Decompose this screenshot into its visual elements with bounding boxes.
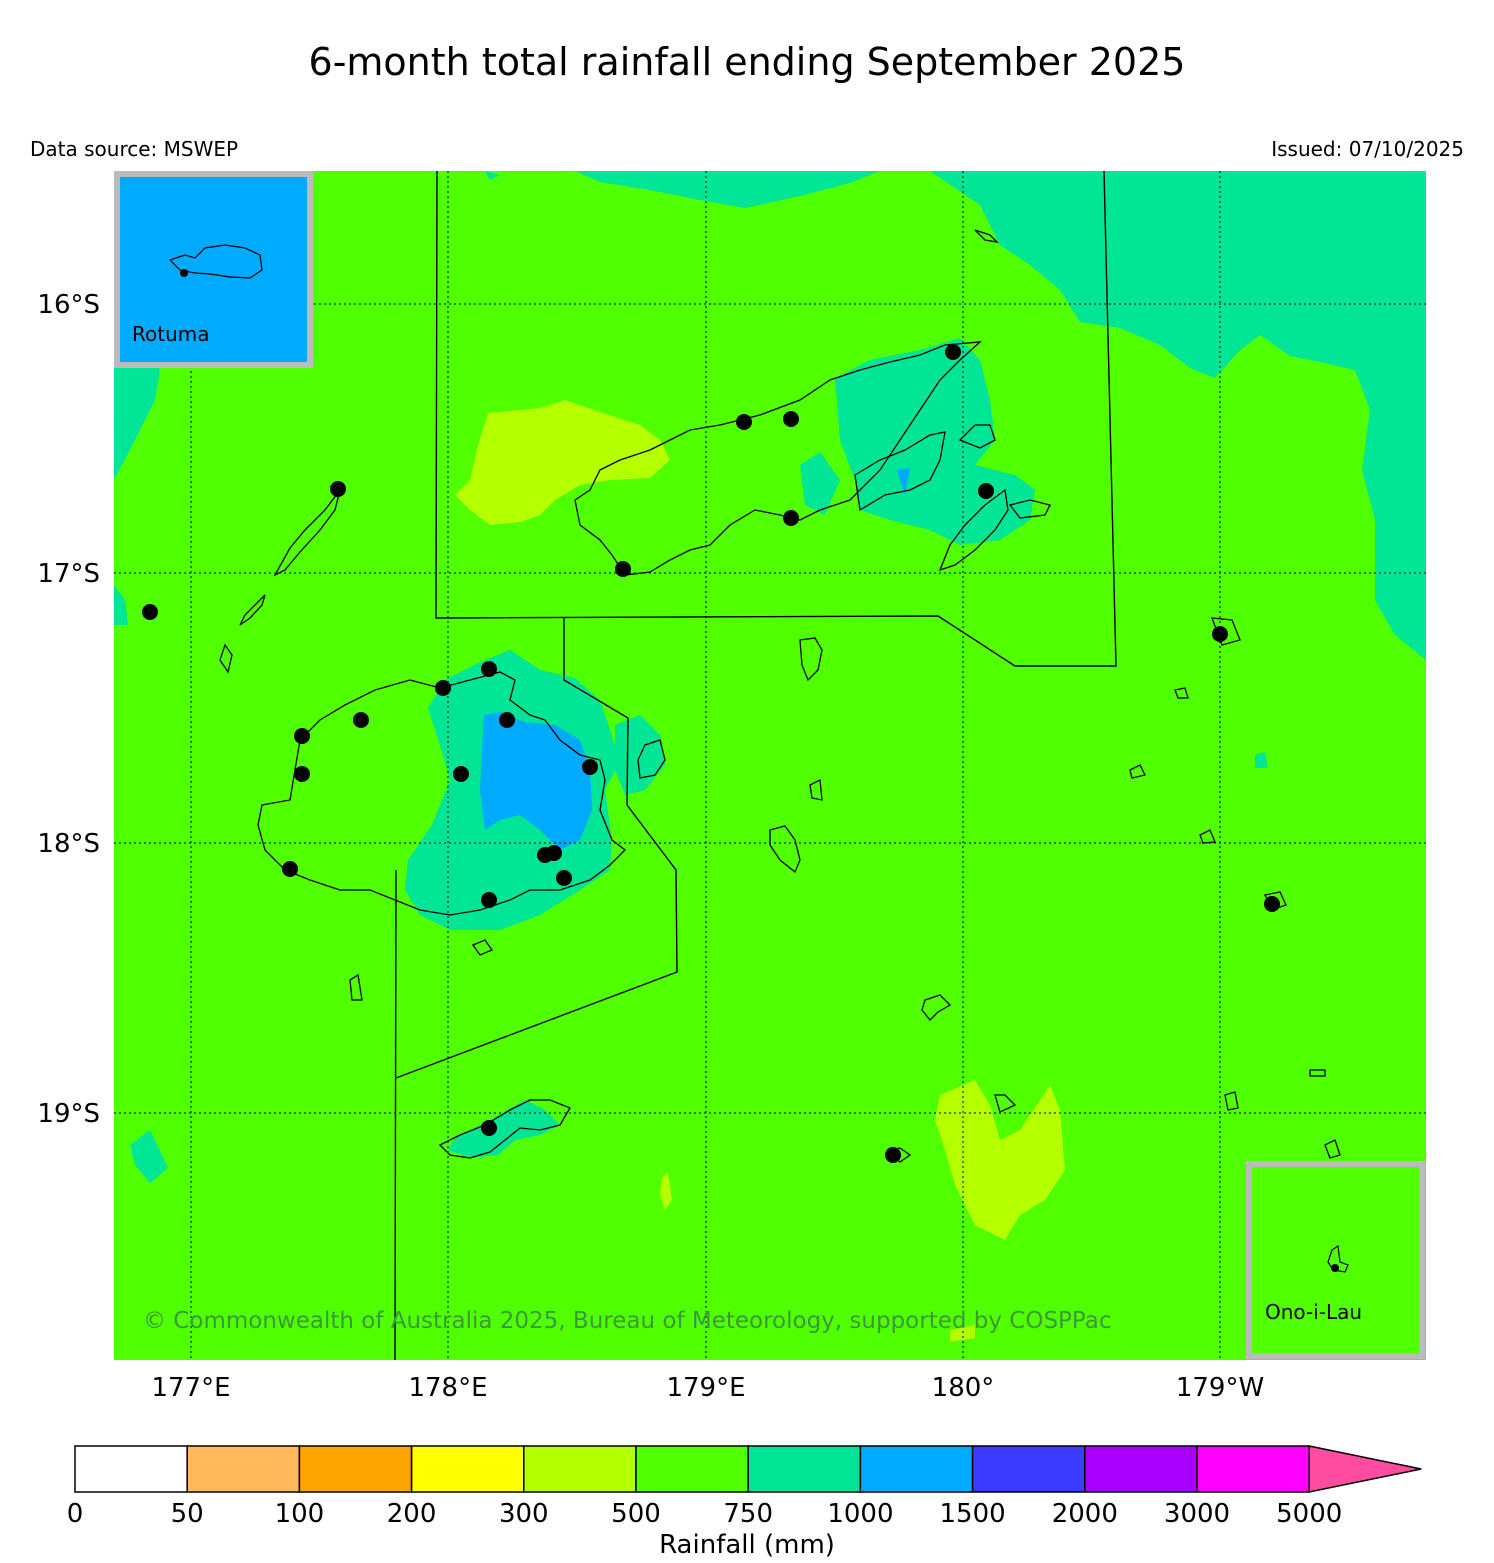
legend-swatch [298, 1445, 413, 1493]
inset-rotuma-label: Rotuma [132, 322, 210, 346]
lon-label-179e: 179°E [666, 1373, 745, 1403]
vanua-levu-coast [574, 341, 982, 576]
station-marker [294, 766, 310, 782]
legend-swatch [410, 1445, 525, 1493]
station-marker [615, 561, 631, 577]
station-marker [330, 481, 346, 497]
station-marker [582, 759, 598, 775]
station-marker [294, 728, 310, 744]
ono-i-lau-coast [1327, 1244, 1349, 1273]
legend-tick-label: 5000 [1276, 1499, 1342, 1529]
legend-swatch [1196, 1445, 1310, 1493]
map-area: © Commonwealth of Australia 2025, Bureau… [114, 171, 1426, 1360]
lon-label-179w: 179°W [1176, 1373, 1264, 1403]
legend-tick-label: 750 [723, 1499, 773, 1529]
rainfall-1000-1500-vanua-levu [897, 468, 910, 495]
rainfall-750-1000-northeast [575, 171, 1426, 660]
legend-tick-label: 500 [611, 1499, 661, 1529]
legend-extend-arrow [1308, 1445, 1422, 1493]
legend-swatch [971, 1445, 1086, 1493]
station-marker [353, 712, 369, 728]
rainfall-750-1000-kadavu [448, 1100, 560, 1158]
legend-tick-label: 0 [67, 1499, 84, 1529]
station-marker [945, 344, 961, 360]
taveuni-coast [938, 488, 1009, 572]
legend-swatch [1084, 1445, 1198, 1493]
inset-rotuma: Rotuma [114, 171, 313, 368]
station-marker [180, 269, 188, 277]
station-marker [435, 680, 451, 696]
station-marker [885, 1147, 901, 1163]
legend-tick-label: 2000 [1052, 1499, 1118, 1529]
data-source: Data source: MSWEP [30, 137, 239, 161]
legend-swatch [74, 1445, 188, 1493]
inset-ono-i-lau-label: Ono-i-Lau [1265, 1300, 1362, 1324]
lon-label-177e: 177°E [151, 1373, 230, 1403]
station-marker [481, 1120, 497, 1136]
lon-label-178e: 178°E [408, 1373, 487, 1403]
station-marker [142, 604, 158, 620]
rainfall-1000-1500-viti-levu [480, 712, 592, 850]
station-marker [556, 870, 572, 886]
legend-label: Rainfall (mm) [659, 1530, 835, 1560]
legend-swatch [186, 1445, 301, 1493]
legend-tick-label: 200 [387, 1499, 437, 1529]
inset-ono-i-lau: Ono-i-Lau [1246, 1161, 1425, 1359]
station-marker [783, 510, 799, 526]
lat-label-19s: 19°S [37, 1099, 100, 1129]
coastlines [219, 229, 1341, 1163]
rainfall-300-500-north [455, 400, 670, 525]
lon-label-180: 180° [932, 1373, 995, 1403]
colorbar-legend: 0 50 100 200 300 500 750 1000 1500 2000 3000 5000 [67, 1445, 1422, 1529]
station-marker [481, 661, 497, 677]
lat-label-16s: 16°S [37, 290, 100, 320]
ovalau-coast [637, 739, 666, 779]
map-title: 6-month total rainfall ending September … [308, 40, 1186, 84]
station-marker [282, 861, 298, 877]
legend-tick-label: 3000 [1164, 1499, 1230, 1529]
legend-tick-label: 100 [275, 1499, 325, 1529]
lat-label-18s: 18°S [37, 829, 100, 859]
yasawa-coast [273, 489, 341, 577]
station-marker [1212, 626, 1228, 642]
issued-date: Issued: 07/10/2025 [1271, 137, 1464, 161]
station-marker [481, 892, 497, 908]
division-boundaries [394, 171, 1117, 1360]
legend-swatch [747, 1445, 862, 1493]
copyright-text: © Commonwealth of Australia 2025, Bureau… [143, 1308, 1112, 1334]
station-marker [499, 712, 515, 728]
station-marker [736, 414, 752, 430]
station-marker [783, 411, 799, 427]
legend-swatch [523, 1445, 637, 1493]
rainfall-300-500-south [935, 1080, 1065, 1240]
legend-swatch [859, 1445, 974, 1493]
legend-tick-label: 50 [171, 1499, 204, 1529]
station-marker [978, 483, 994, 499]
rotuma-coast [168, 244, 263, 279]
rainfall-750-1000-southwest [130, 1130, 168, 1183]
station-marker [546, 845, 562, 861]
station-marker [453, 766, 469, 782]
station-marker [1264, 896, 1280, 912]
legend-tick-label: 1000 [827, 1499, 893, 1529]
station-marker [1331, 1264, 1339, 1272]
legend-tick-label: 1500 [940, 1499, 1006, 1529]
lat-label-17s: 17°S [37, 559, 100, 589]
viti-levu-coast [257, 671, 626, 916]
kadavu-coast [438, 1099, 571, 1159]
station-markers [142, 344, 1280, 1163]
legend-swatch [635, 1445, 749, 1493]
legend-tick-label: 300 [499, 1499, 549, 1529]
